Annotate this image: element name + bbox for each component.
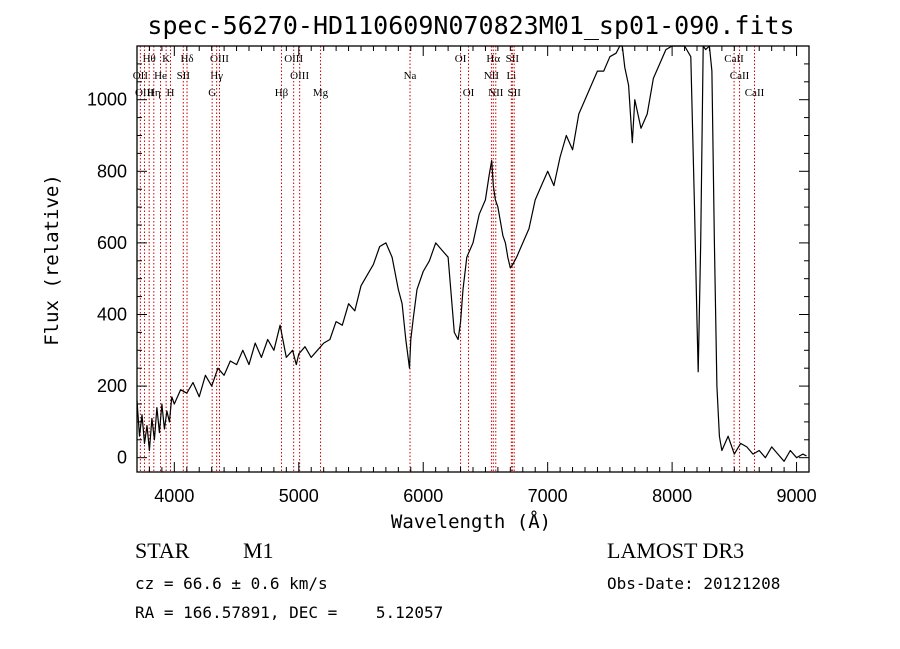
- plot-frame: [136, 45, 810, 473]
- y-tick-label: 0: [117, 448, 127, 468]
- line-label: K: [162, 53, 170, 65]
- x-tick-label: 4000: [154, 486, 194, 506]
- line-label: H: [166, 87, 174, 99]
- line-label: Na: [404, 70, 417, 82]
- line-label: Hβ: [275, 87, 289, 99]
- redshift-velocity: cz = 66.6 ± 0.6 km/s: [135, 574, 328, 593]
- line-label: G: [208, 87, 216, 99]
- subclass: M1: [243, 538, 274, 563]
- survey-name: LAMOST DR3: [607, 538, 745, 563]
- x-tick-label: 6000: [403, 486, 443, 506]
- line-label: Hδ: [180, 53, 193, 65]
- y-tick-label: 800: [97, 161, 127, 181]
- line-label: OIII: [135, 87, 154, 99]
- spectrum-line: [136, 45, 807, 462]
- line-label: NII: [488, 87, 504, 99]
- line-label: OIII: [284, 53, 303, 65]
- line-label: Li: [506, 70, 516, 82]
- line-label: Hα: [486, 53, 500, 65]
- line-label: Hη: [147, 87, 161, 99]
- line-label: Hγ: [210, 70, 223, 82]
- line-label: Mg: [313, 87, 329, 99]
- y-tick-label: 1000: [87, 90, 127, 110]
- line-label: CaII: [745, 87, 765, 99]
- line-label: OI: [455, 53, 467, 65]
- observation-date: Obs-Date: 20121208: [607, 574, 781, 593]
- x-axis-label: Wavelength (Å): [391, 510, 551, 533]
- y-tick-label: 200: [97, 376, 127, 396]
- x-tick-label: 5000: [279, 486, 319, 506]
- object-type: STAR: [135, 538, 190, 563]
- x-axis: 4000 5000 6000 7000 8000 9000: [148, 46, 817, 506]
- line-label: SII: [506, 53, 520, 65]
- chart-title: spec-56270-HD110609N070823M01_sp01-090.f…: [147, 11, 794, 40]
- line-label: SII: [177, 70, 191, 82]
- line-label: CaII: [724, 53, 744, 65]
- line-label: SII: [507, 87, 521, 99]
- line-label: NII: [484, 70, 500, 82]
- line-label: OIII: [290, 70, 309, 82]
- y-tick-label: 400: [97, 304, 127, 324]
- x-tick-label: 7000: [528, 486, 568, 506]
- line-label: OIII: [210, 53, 229, 65]
- line-label: CaII: [730, 70, 750, 82]
- y-axis: 0 200 400 600 800 1000: [87, 63, 809, 468]
- line-label: OI: [463, 87, 475, 99]
- y-axis-label: Flux (relative): [41, 174, 63, 346]
- line-label: Hθ: [143, 53, 156, 65]
- x-tick-label: 9000: [777, 486, 817, 506]
- x-tick-label: 8000: [652, 486, 692, 506]
- line-label: He: [154, 70, 167, 82]
- y-tick-label: 600: [97, 233, 127, 253]
- line-label: OII: [133, 70, 149, 82]
- coordinates: RA = 166.57891, DEC = 5.12057: [135, 603, 444, 622]
